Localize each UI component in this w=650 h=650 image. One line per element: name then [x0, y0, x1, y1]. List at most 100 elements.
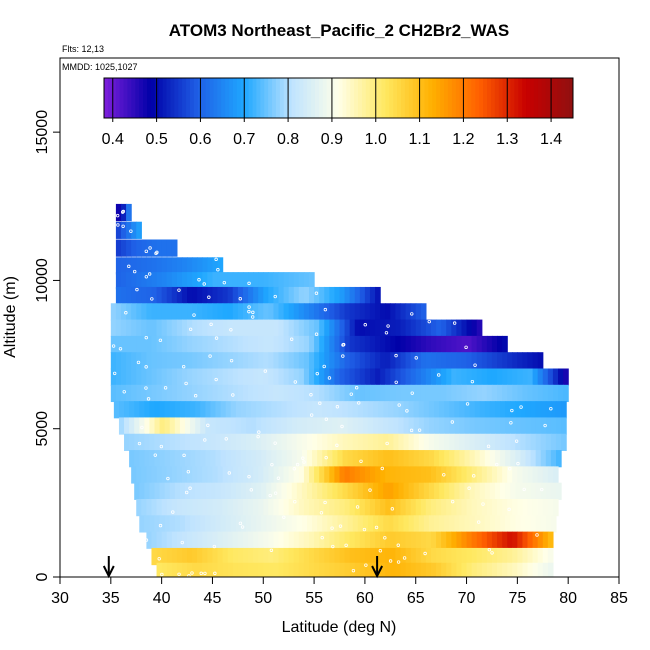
colorbar-cell: [150, 78, 156, 118]
heat-cell: [395, 466, 402, 484]
heat-cell: [314, 384, 320, 403]
heat-cell: [166, 352, 173, 370]
heat-cell: [420, 531, 427, 549]
heat-cell: [542, 499, 549, 517]
heat-cell: [240, 401, 247, 419]
heat-cell: [359, 531, 366, 549]
heat-cell: [322, 401, 328, 419]
heat-cell: [268, 272, 275, 290]
heat-cell: [298, 499, 305, 517]
heat-cell: [364, 466, 371, 484]
heat-cell: [451, 547, 457, 566]
heat-cell: [405, 352, 412, 370]
heat-cell: [286, 401, 293, 419]
heat-cell: [469, 401, 476, 419]
heat-cell: [415, 368, 422, 386]
heat-cell: [474, 417, 481, 435]
heat-cell: [273, 499, 280, 517]
heat-cell: [558, 368, 564, 386]
x-tick-label: 80: [559, 590, 577, 607]
heat-cell: [210, 433, 217, 451]
colorbar-cell: [205, 78, 211, 118]
heat-cell: [291, 417, 298, 435]
heat-cell: [276, 417, 283, 435]
heat-cell: [436, 499, 442, 517]
heat-cell: [481, 466, 488, 484]
heat-cell: [271, 482, 278, 500]
heat-cell: [471, 352, 478, 370]
sample-point: [238, 521, 243, 526]
heat-cell: [525, 515, 532, 533]
heat-cell: [164, 515, 171, 533]
sample-point: [146, 397, 151, 401]
heat-cell: [181, 547, 188, 566]
sample-point: [269, 548, 274, 552]
heat-cell: [146, 239, 153, 257]
heat-cell: [354, 466, 361, 484]
heat-cell: [288, 335, 295, 354]
heat-cell: [398, 433, 405, 451]
heat-cell: [451, 562, 457, 577]
heat-cell: [471, 499, 478, 517]
colorbar-cell: [217, 78, 222, 118]
heat-cell: [525, 401, 532, 419]
heat-cell: [154, 433, 161, 451]
heat-cell: [276, 450, 283, 468]
heat-cell: [309, 499, 315, 517]
sample-point: [206, 423, 210, 428]
heat-cell: [339, 531, 346, 549]
heat-cell: [298, 319, 305, 337]
colorbar-tick-label: 0.9: [321, 131, 343, 148]
sample-point: [394, 353, 398, 358]
heat-cell: [263, 319, 269, 337]
heat-cell: [217, 257, 224, 275]
heat-cell: [555, 417, 562, 435]
sample-point: [229, 328, 233, 332]
heat-cell: [281, 433, 288, 451]
heat-cell: [441, 384, 447, 403]
heat-cell: [207, 368, 214, 386]
heat-cell: [187, 257, 193, 275]
heat-cell: [410, 352, 417, 370]
heat-cell: [390, 319, 396, 337]
heat-cell: [369, 352, 376, 370]
sample-point: [314, 332, 319, 336]
heat-cell: [388, 433, 394, 451]
heat-cell: [547, 368, 554, 386]
heat-cell: [489, 401, 496, 419]
heat-cell: [283, 319, 290, 337]
heat-cell: [126, 303, 132, 321]
heat-cell: [159, 433, 166, 451]
heat-cell: [273, 352, 280, 370]
heat-cell: [522, 531, 529, 549]
heat-cell: [273, 368, 280, 386]
heat-cell: [161, 303, 168, 321]
sample-point: [273, 491, 278, 495]
colorbar-cell: [119, 78, 125, 118]
heat-cell: [497, 547, 503, 566]
heat-cell: [154, 401, 161, 419]
heat-cell: [329, 531, 336, 549]
sample-point: [344, 543, 348, 548]
heat-cell: [303, 547, 310, 566]
heat-cell: [378, 450, 384, 468]
heat-cell: [240, 515, 247, 533]
heat-cell: [151, 286, 158, 305]
heat-cell: [395, 547, 402, 566]
heat-cell: [334, 352, 341, 370]
heat-cell: [120, 239, 127, 257]
heat-cell: [339, 368, 346, 386]
heat-cell: [258, 286, 264, 305]
heat-cell: [296, 515, 303, 533]
heat-cell: [364, 352, 371, 370]
heat-cell: [364, 547, 371, 566]
sample-point: [203, 438, 207, 442]
heat-cell: [217, 547, 224, 566]
heat-cell: [225, 417, 232, 435]
heat-cell: [293, 272, 300, 290]
heat-cell: [220, 482, 227, 500]
heat-cell: [217, 368, 224, 386]
heat-cell: [235, 401, 242, 419]
sample-point: [295, 462, 300, 467]
heat-cell: [161, 272, 168, 290]
